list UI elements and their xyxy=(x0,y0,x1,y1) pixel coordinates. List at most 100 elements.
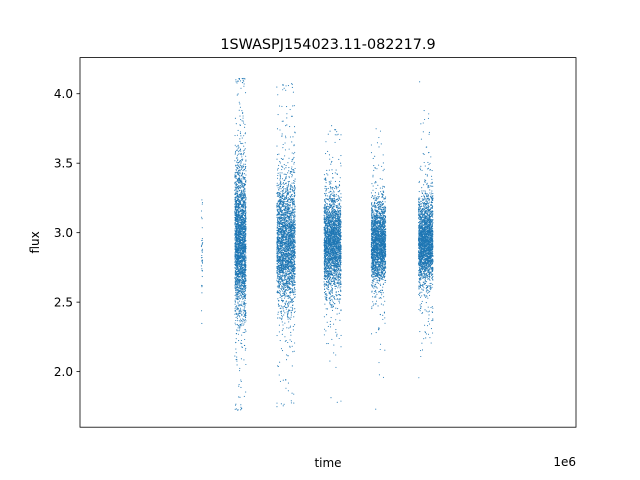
data-point xyxy=(281,199,283,201)
data-point xyxy=(236,245,238,247)
data-point xyxy=(237,209,239,211)
data-point xyxy=(282,195,284,197)
data-point xyxy=(281,187,284,189)
data-point xyxy=(242,170,244,172)
data-point xyxy=(237,163,239,165)
data-point xyxy=(290,248,292,250)
data-point xyxy=(288,167,290,169)
data-point xyxy=(280,269,282,271)
data-point xyxy=(243,237,245,239)
data-point xyxy=(287,217,289,219)
data-point xyxy=(234,404,237,406)
data-point xyxy=(243,240,245,242)
data-point xyxy=(285,89,287,91)
data-point xyxy=(285,182,287,184)
data-point xyxy=(278,324,280,326)
data-point xyxy=(278,229,281,231)
data-point xyxy=(234,234,236,236)
data-point xyxy=(244,192,246,194)
data-point xyxy=(286,215,289,217)
data-point xyxy=(237,242,239,244)
data-point xyxy=(243,314,245,316)
data-point xyxy=(244,215,246,217)
data-point xyxy=(241,301,243,303)
data-point xyxy=(234,186,236,188)
data-point xyxy=(236,279,238,281)
data-point xyxy=(291,232,293,234)
data-point xyxy=(244,255,246,257)
data-point xyxy=(284,277,286,279)
data-point xyxy=(242,264,244,266)
data-point xyxy=(243,221,245,223)
data-point xyxy=(279,161,281,163)
data-point xyxy=(286,311,288,313)
data-point xyxy=(278,231,280,233)
data-point xyxy=(235,281,237,283)
data-point xyxy=(235,316,237,319)
data-point xyxy=(244,349,246,351)
data-point xyxy=(276,280,278,283)
data-point xyxy=(243,301,245,303)
data-point xyxy=(244,133,246,135)
data-point xyxy=(234,252,236,254)
data-point xyxy=(240,296,242,298)
data-point xyxy=(240,166,242,168)
data-point xyxy=(282,328,284,330)
data-point xyxy=(240,195,243,197)
data-point xyxy=(281,286,284,288)
data-point xyxy=(279,274,281,276)
data-point xyxy=(244,318,246,321)
data-point xyxy=(282,281,284,283)
data-point xyxy=(234,236,237,238)
data-point xyxy=(287,301,289,303)
data-point xyxy=(243,173,246,175)
data-point xyxy=(242,269,244,271)
data-point xyxy=(287,196,289,199)
data-point xyxy=(288,297,290,299)
data-point xyxy=(234,160,236,162)
data-point xyxy=(234,294,236,296)
data-point xyxy=(243,308,245,310)
data-point xyxy=(281,251,283,253)
data-point xyxy=(240,119,242,121)
data-point xyxy=(289,232,292,234)
data-point xyxy=(283,291,285,293)
data-point xyxy=(240,206,242,208)
data-point xyxy=(281,168,283,171)
data-point xyxy=(235,273,237,275)
data-point xyxy=(236,207,238,209)
data-point xyxy=(287,192,290,195)
data-point xyxy=(241,343,243,345)
data-point xyxy=(280,188,282,190)
data-point xyxy=(281,319,283,321)
data-point xyxy=(240,212,242,214)
data-point xyxy=(240,265,242,267)
data-point xyxy=(286,281,288,284)
data-point xyxy=(244,178,246,180)
data-point xyxy=(286,294,288,296)
data-point xyxy=(276,182,278,184)
data-point xyxy=(293,190,295,192)
data-point xyxy=(244,251,246,253)
data-point xyxy=(201,285,203,287)
data-point xyxy=(287,295,290,297)
data-point xyxy=(245,317,247,319)
data-point xyxy=(292,292,294,294)
data-point xyxy=(288,273,290,276)
data-point xyxy=(243,286,245,288)
data-point xyxy=(234,277,236,279)
data-point xyxy=(280,226,283,228)
data-point xyxy=(243,225,245,227)
data-point xyxy=(235,81,237,83)
data-point xyxy=(234,263,236,265)
data-point xyxy=(239,218,241,220)
data-point xyxy=(279,206,281,208)
data-point xyxy=(279,292,281,294)
data-point xyxy=(240,207,242,209)
data-point xyxy=(238,383,240,386)
data-point xyxy=(280,253,283,255)
data-point xyxy=(282,147,284,149)
data-point xyxy=(237,295,239,297)
data-point xyxy=(243,149,246,151)
data-point xyxy=(244,78,246,80)
